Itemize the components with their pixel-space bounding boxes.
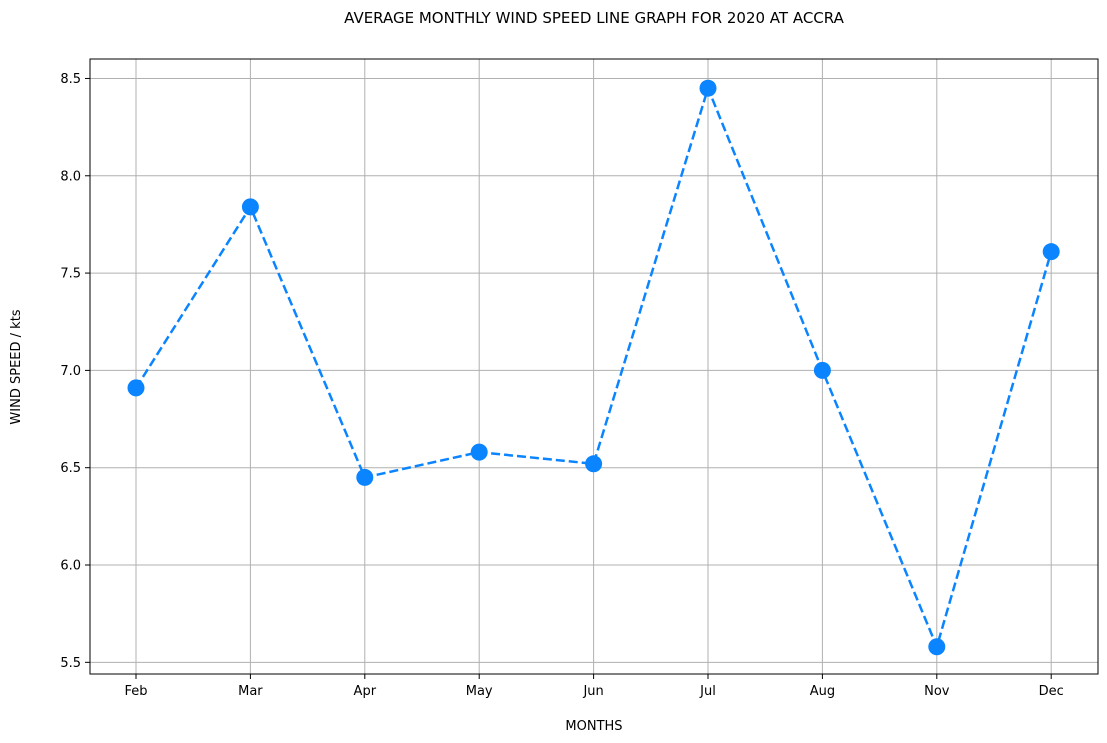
y-tick-label: 5.5 [60, 656, 81, 671]
grid-layer [90, 59, 1098, 674]
y-tick-label: 8.5 [60, 72, 81, 87]
x-tick-label: Apr [354, 684, 377, 699]
x-tick-label: Mar [238, 684, 263, 699]
x-tick-label: Nov [924, 684, 950, 699]
y-tick-label: 7.0 [60, 364, 81, 379]
x-tick-label: Jun [582, 684, 603, 699]
x-axis-label: MONTHS [565, 719, 622, 734]
y-axis-label: WIND SPEED / kts [9, 309, 24, 424]
data-point-marker [356, 468, 374, 486]
x-tick-label: Dec [1039, 684, 1064, 699]
series-layer [127, 79, 1060, 656]
data-point-marker [928, 638, 946, 656]
axis-layer: Feb Mar Apr May Jun Jul Aug Nov Dec 5.5 6.0 6.5 7.0 7… [60, 72, 1063, 699]
data-point-marker [1042, 243, 1060, 261]
y-tick-label: 6.0 [60, 559, 81, 574]
data-point-marker [470, 443, 488, 461]
series-line [134, 84, 1053, 651]
x-tick-label: Aug [810, 684, 835, 699]
y-tick-label: 8.0 [60, 169, 81, 184]
chart-title: AVERAGE MONTHLY WIND SPEED LINE GRAPH FO… [344, 9, 844, 27]
data-point-marker [241, 198, 259, 216]
data-point-marker [127, 379, 145, 397]
x-tick-label: Jul [699, 684, 716, 699]
data-point-marker [585, 455, 603, 473]
data-point-marker [813, 361, 831, 379]
data-point-marker [699, 79, 717, 97]
y-tick-label: 6.5 [60, 461, 81, 476]
y-tick-label: 7.5 [60, 267, 81, 282]
x-tick-label: Feb [124, 684, 147, 699]
x-tick-label: May [466, 684, 493, 699]
